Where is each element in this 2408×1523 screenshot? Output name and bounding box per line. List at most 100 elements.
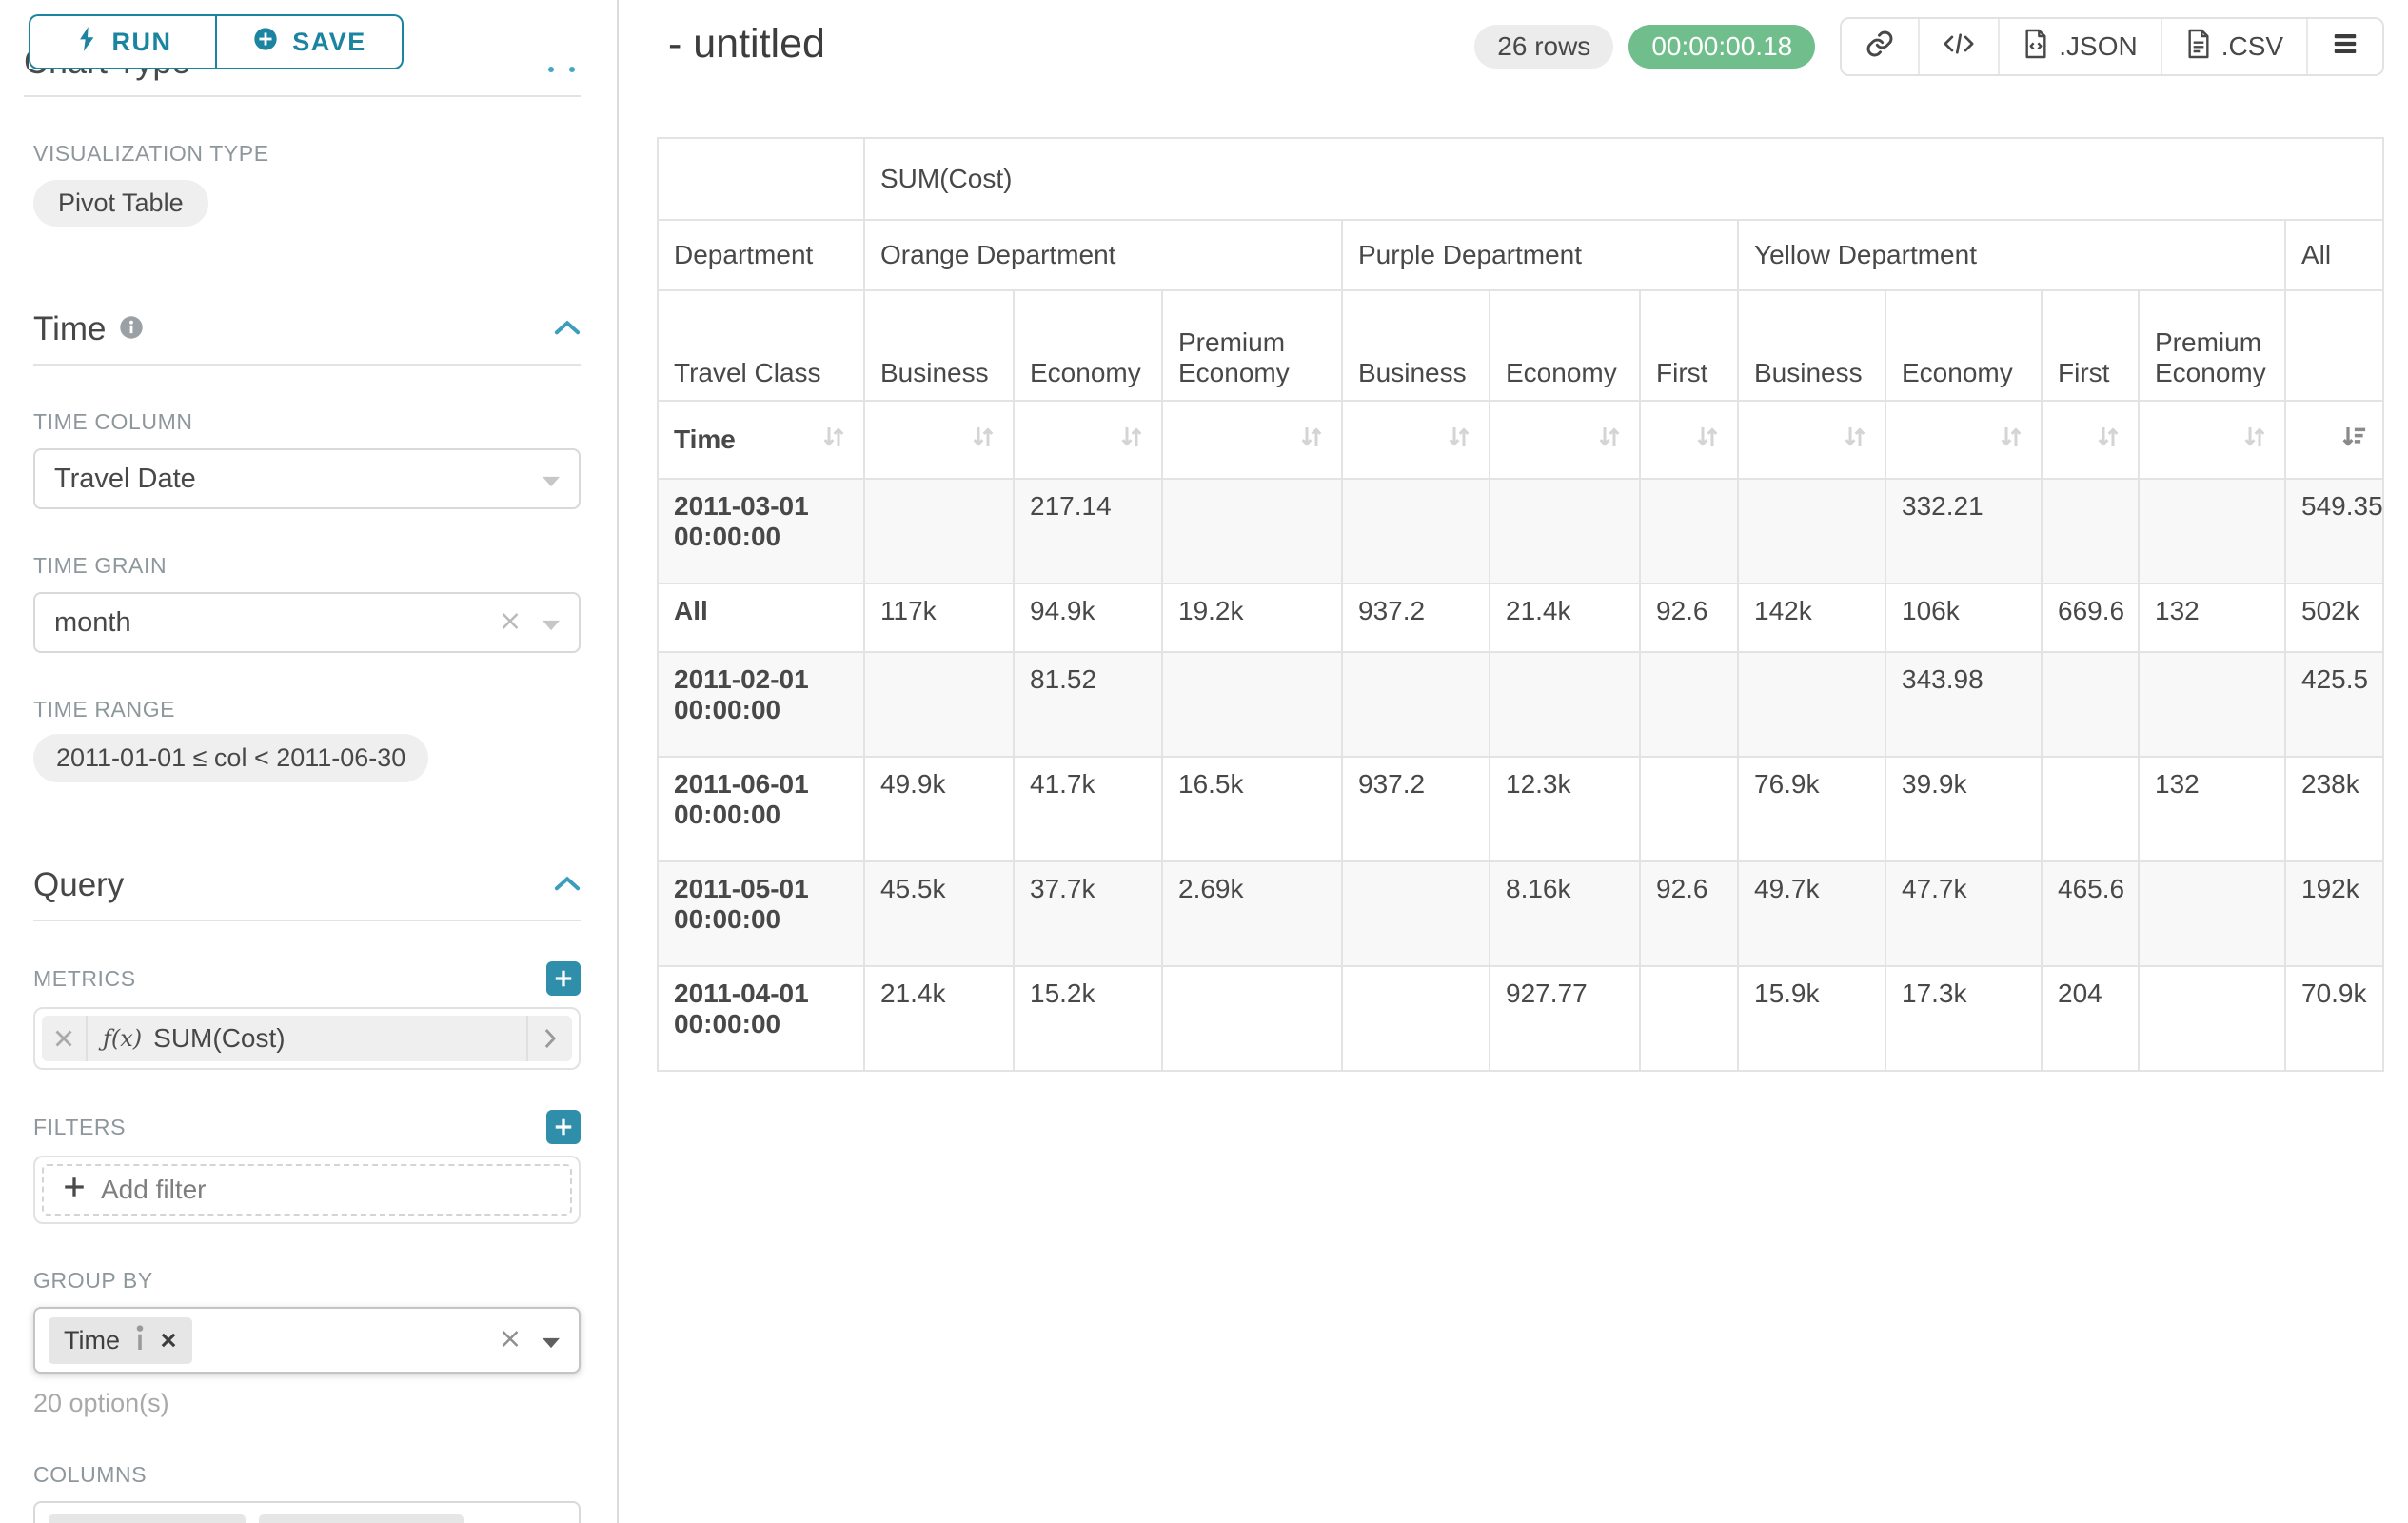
run-save-group: RUN SAVE xyxy=(29,14,404,69)
query-section-header: Query xyxy=(33,866,581,921)
cell xyxy=(2138,965,2286,1072)
time-sort-cell[interactable]: Time xyxy=(657,400,865,480)
col-group-yellow: Yellow Department xyxy=(1737,219,2286,291)
table-row: 2011-02-01 00:00:00 81.52 343.98 425.5 xyxy=(657,651,2385,758)
cell: 142k xyxy=(1737,583,1886,653)
groupby-tag-label: Time xyxy=(64,1325,120,1355)
col-header: Business xyxy=(863,289,1015,402)
link-icon xyxy=(1865,29,1895,66)
sort-icon[interactable] xyxy=(1117,423,1146,458)
export-json-button[interactable]: .JSON xyxy=(1998,19,2161,74)
cell: 70.9k xyxy=(2283,965,2385,1072)
save-label: SAVE xyxy=(292,27,366,56)
cell: 12.3k xyxy=(1489,756,1641,862)
cell xyxy=(1341,478,1490,584)
cell xyxy=(1639,756,1739,862)
remove-metric-icon[interactable] xyxy=(42,1016,88,1061)
cell: 549.35 xyxy=(2283,478,2385,584)
sort-icon[interactable] xyxy=(819,423,848,458)
sort-cell[interactable] xyxy=(1161,400,1343,480)
chart-title[interactable]: - untitled xyxy=(668,21,825,67)
sort-icon[interactable] xyxy=(969,423,997,458)
json-label: .JSON xyxy=(2059,31,2138,61)
time-grain-label: TIME GRAIN xyxy=(33,553,168,578)
sort-icon[interactable] xyxy=(1595,423,1624,458)
col-header: Economy xyxy=(1489,289,1641,402)
add-filter-plus-button[interactable] xyxy=(546,1110,581,1144)
sort-cell[interactable] xyxy=(1013,400,1163,480)
column-info-icon xyxy=(135,1324,145,1356)
cell: 17.3k xyxy=(1885,965,2043,1072)
col-header: Premium Economy xyxy=(2138,289,2286,402)
sort-cell[interactable] xyxy=(1341,400,1490,480)
function-icon: ƒ(x) xyxy=(103,1025,143,1052)
sort-icon[interactable] xyxy=(2240,423,2269,458)
sort-cell[interactable] xyxy=(1737,400,1886,480)
export-csv-button[interactable]: .CSV xyxy=(2160,19,2307,74)
cell: 19.2k xyxy=(1161,583,1343,653)
caret-down-icon xyxy=(543,464,560,495)
sort-icon[interactable] xyxy=(1841,423,1869,458)
chart-type-section-header: Chart Type RUN SAVE xyxy=(24,0,581,97)
time-column-select[interactable]: Travel Date xyxy=(33,448,581,509)
chevron-up-icon[interactable] xyxy=(554,319,581,341)
share-link-button[interactable] xyxy=(1842,19,1919,74)
time-grain-select[interactable]: month xyxy=(33,592,581,653)
sort-cell[interactable] xyxy=(863,400,1015,480)
menu-button[interactable] xyxy=(2306,19,2383,74)
cell xyxy=(2138,478,2286,584)
time-range-value[interactable]: 2011-01-01 ≤ col < 2011-06-30 xyxy=(33,734,429,782)
sort-cell[interactable] xyxy=(1885,400,2043,480)
sort-icon[interactable] xyxy=(1297,423,1326,458)
col-group-purple: Purple Department xyxy=(1341,219,1739,291)
cell xyxy=(2041,478,2140,584)
sort-icon[interactable] xyxy=(2094,423,2122,458)
save-button[interactable]: SAVE xyxy=(216,14,404,69)
groupby-tag-time[interactable]: Time xyxy=(49,1316,192,1364)
sort-cell[interactable] xyxy=(1639,400,1739,480)
columns-tag-travel-class[interactable]: Travel Class xyxy=(259,1514,464,1523)
cell: 937.2 xyxy=(1341,583,1490,653)
add-metric-button[interactable] xyxy=(546,961,581,996)
table-row: 2011-05-01 00:00:00 45.5k 37.7k 2.69k 8.… xyxy=(657,860,2385,967)
panel-resize-handle[interactable] xyxy=(548,67,575,72)
run-button[interactable]: RUN xyxy=(29,14,216,69)
info-icon xyxy=(119,315,144,345)
cell xyxy=(1161,965,1343,1072)
sort-descending-icon[interactable] xyxy=(2339,423,2367,458)
columns-tag-department[interactable]: Department xyxy=(49,1514,247,1523)
controls: VISUALIZATION TYPE Pivot Table Time TIME… xyxy=(0,141,617,1523)
sort-icon[interactable] xyxy=(1693,423,1722,458)
chevron-right-icon[interactable] xyxy=(526,1016,572,1061)
sort-icon[interactable] xyxy=(1997,423,2025,458)
sort-cell[interactable] xyxy=(2041,400,2140,480)
cell: 106k xyxy=(1885,583,2043,653)
metric-header: SUM(Cost) xyxy=(862,137,2385,221)
clear-icon[interactable] xyxy=(501,1325,520,1356)
sort-cell-active[interactable] xyxy=(2283,400,2385,480)
embed-code-button[interactable] xyxy=(1918,19,1999,74)
table-row: All 117k 94.9k 19.2k 937.2 21.4k 92.6 14… xyxy=(657,583,2385,653)
groupby-select[interactable]: Time xyxy=(33,1307,581,1374)
cell: 465.6 xyxy=(2041,860,2140,967)
metric-pill[interactable]: ƒ(x) SUM(Cost) xyxy=(42,1016,572,1061)
viz-type-value[interactable]: Pivot Table xyxy=(33,180,208,227)
bolt-icon xyxy=(74,25,99,60)
col-header: Premium Economy xyxy=(1161,289,1343,402)
sort-cell[interactable] xyxy=(1489,400,1641,480)
clear-icon[interactable] xyxy=(501,607,520,639)
department-corner: Department xyxy=(657,219,865,291)
sort-icon[interactable] xyxy=(1445,423,1473,458)
cell: 8.16k xyxy=(1489,860,1641,967)
plus-icon xyxy=(63,1175,86,1205)
chevron-up-icon[interactable] xyxy=(554,875,581,897)
plus-circle-icon xyxy=(252,26,279,59)
remove-tag-icon[interactable] xyxy=(160,1326,177,1355)
columns-select[interactable]: Department Travel Class xyxy=(33,1501,581,1523)
cell xyxy=(2041,651,2140,758)
sort-cell[interactable] xyxy=(2138,400,2286,480)
caret-down-icon xyxy=(543,607,560,639)
add-filter-button[interactable]: Add filter xyxy=(42,1164,572,1216)
query-timer-badge: 00:00:00.18 xyxy=(1628,25,1816,69)
